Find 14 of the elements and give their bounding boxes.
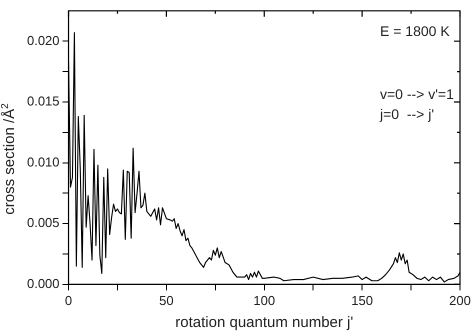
y-tick-label: 0.015 [26,94,60,109]
x-axis-title: rotation quantum number j' [175,314,354,332]
x-tick-label: 200 [449,292,471,308]
x-tick-label: 50 [159,292,174,308]
annotation: j=0 --> j' [379,106,434,122]
y-tick-label: 0.020 [26,32,60,48]
y-tick-label: 0.000 [26,276,60,291]
annotation: E = 1800 K [380,22,450,39]
y-tick-label: 0.010 [26,154,60,170]
x-tick-label: 100 [253,292,276,308]
y-tick-label: 0.005 [26,215,60,230]
x-tick-label: 150 [351,292,373,308]
x-tick-label: 0 [64,292,72,308]
annotation: v=0 --> v'=1 [380,86,454,102]
